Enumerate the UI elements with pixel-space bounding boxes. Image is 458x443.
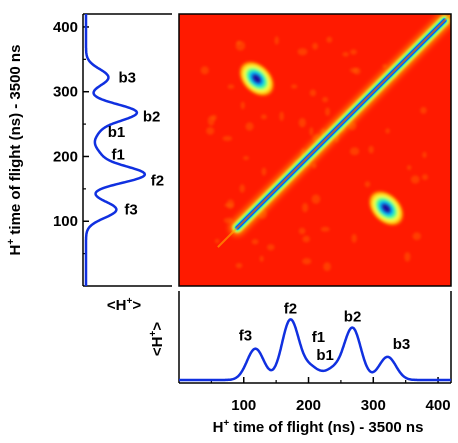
- left-peak-label: f1: [112, 147, 125, 164]
- left-peak-label: b3: [118, 69, 136, 86]
- map-speckle: [222, 135, 233, 141]
- map-speckle: [290, 84, 298, 89]
- map-speckle: [274, 36, 279, 45]
- bottom-projection-trace: [179, 318, 451, 382]
- bottom-peak-label: b2: [344, 309, 362, 326]
- map-speckle: [226, 199, 235, 210]
- map-speckle: [302, 202, 309, 213]
- map-speckle: [421, 174, 428, 181]
- map-speckle: [302, 235, 310, 243]
- map-speckle: [349, 147, 360, 156]
- island-mark-2: [367, 189, 406, 228]
- map-speckle: [311, 163, 317, 169]
- map-speckle: [404, 251, 411, 262]
- left-projection-trace: [84, 14, 147, 286]
- left-peak-label: b1: [108, 124, 126, 141]
- bottom-tick-label: 300: [361, 397, 386, 414]
- left-peak-label: b2: [143, 108, 161, 125]
- map-speckle: [412, 232, 422, 241]
- map-speckle: [420, 106, 427, 114]
- left-tick-label: 100: [53, 213, 78, 230]
- map-speckle: [266, 244, 275, 251]
- map-speckle: [350, 49, 357, 55]
- left-tick-label: 200: [53, 148, 78, 165]
- map-speckle: [206, 126, 215, 135]
- map-speckle: [235, 262, 243, 269]
- map-speckle: [223, 217, 234, 224]
- map-speckle: [320, 226, 330, 232]
- bottom-y-axis-title: <H+>: [148, 322, 166, 356]
- island-mark-1: [237, 59, 276, 98]
- left-tick-label: 400: [53, 19, 78, 36]
- map-speckle: [323, 262, 331, 272]
- map-speckle: [251, 239, 259, 245]
- map-speckle: [243, 155, 249, 161]
- map-speckle: [311, 194, 321, 204]
- map-speckle: [322, 96, 329, 103]
- map-speckle: [406, 165, 412, 171]
- map-speckle: [422, 151, 427, 159]
- map-speckle: [368, 145, 374, 154]
- map-speckle: [302, 258, 312, 265]
- bottom-peak-label: f2: [284, 300, 297, 317]
- map-speckle: [207, 115, 215, 126]
- bottom-tick-label: 200: [296, 397, 321, 414]
- diagonal-faint-mark: [217, 14, 451, 248]
- island-blob: [367, 189, 406, 228]
- left-projection-panel: 100 200 300 400 f3 f2 f1 b1 b2 b3: [53, 13, 172, 287]
- bottom-peak-label: f3: [239, 328, 252, 345]
- map-speckle: [364, 181, 371, 188]
- map-speckle: [214, 238, 220, 244]
- bottom-tick-label: 100: [231, 397, 256, 414]
- map-speckle: [236, 40, 241, 45]
- map-speckle: [279, 111, 284, 122]
- map-speckle: [351, 233, 357, 243]
- map-speckle: [259, 255, 264, 262]
- map-speckle: [200, 66, 209, 75]
- bottom-tick-label: 400: [426, 397, 451, 414]
- map-frame: [178, 13, 452, 287]
- left-y-axis-title: H+ time of flight (ns) - 3500 ns: [6, 45, 24, 256]
- map-speckle: [342, 51, 349, 57]
- bottom-peak-label: b1: [316, 347, 334, 364]
- map-speckle: [349, 67, 358, 73]
- map-speckle: [309, 89, 317, 97]
- bottom-peak-label: f1: [312, 329, 325, 346]
- correlation-map: [178, 13, 452, 287]
- map-speckle: [260, 114, 267, 120]
- map-speckle: [385, 128, 390, 134]
- map-speckle: [325, 107, 331, 116]
- map-speckle: [297, 48, 308, 56]
- left-peak-label: f2: [151, 173, 164, 190]
- bottom-x-axis-title: H+ time of flight (ns) - 3500 ns: [213, 418, 424, 436]
- map-speckle: [227, 84, 235, 89]
- map-speckle: [309, 127, 314, 136]
- map-speckle: [312, 42, 318, 50]
- map-speckle: [245, 122, 254, 131]
- map-speckle: [326, 36, 333, 43]
- island-blob: [237, 59, 276, 98]
- map-speckle: [382, 64, 388, 69]
- left-x-axis-title: <H+>: [107, 296, 141, 314]
- left-tick-label: 300: [53, 84, 78, 101]
- map-speckle: [261, 167, 267, 176]
- bottom-peak-label: b3: [393, 336, 411, 353]
- map-speckle: [298, 227, 306, 235]
- left-peak-label: f3: [124, 202, 137, 219]
- map-speckle: [298, 117, 306, 128]
- map-speckle: [240, 101, 245, 110]
- map-speckle: [410, 175, 420, 184]
- map-speckle: [239, 184, 245, 193]
